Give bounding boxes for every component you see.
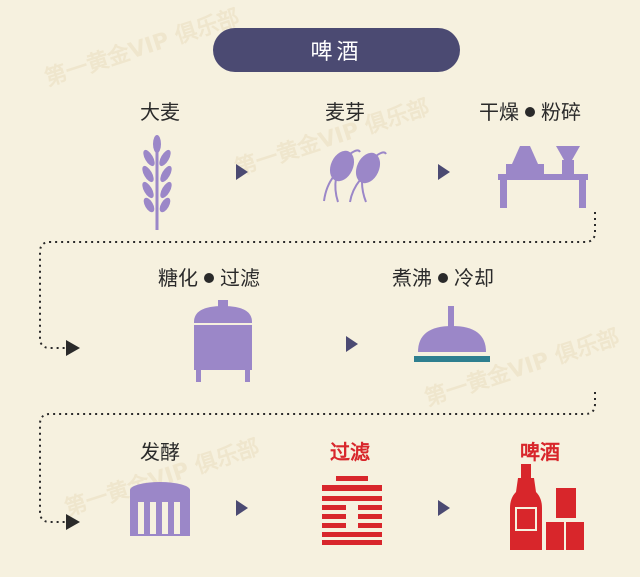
step-label-beer: 啤酒	[520, 440, 560, 464]
flow-arrow-icon	[236, 500, 248, 516]
step-label-malt: 麦芽	[325, 100, 365, 124]
dryer-mill-icon	[498, 146, 588, 208]
step-label-saccharify: 糖化	[158, 266, 198, 290]
step-label-dry-mill: 干燥 粉碎	[479, 96, 581, 125]
page-title: 啤酒	[213, 28, 460, 72]
flow-arrow-icon	[438, 500, 450, 516]
fermenter-icon	[130, 482, 190, 536]
step-label-boil-cool: 煮沸 冷却	[392, 262, 494, 291]
separator-dot-icon	[204, 272, 214, 283]
step-label-ferment: 发酵	[140, 440, 180, 464]
step-label-sacch-filter: 糖化 过滤	[158, 262, 260, 291]
sprout-icon	[323, 149, 387, 203]
flow-arrow-icon	[438, 164, 450, 180]
step-label-dry: 干燥	[479, 100, 519, 124]
step-label-filter: 过滤	[220, 266, 260, 290]
filter-stack-icon	[322, 476, 382, 545]
step-label-boil: 煮沸	[392, 266, 432, 290]
flow-arrow-icon	[346, 336, 358, 352]
step-label-cool: 冷却	[454, 266, 494, 290]
beer-bottles-icon	[510, 464, 584, 550]
separator-dot-icon	[525, 106, 535, 117]
flow-arrow-icon	[236, 164, 248, 180]
separator-dot-icon	[438, 272, 448, 283]
step-label-barley: 大麦	[140, 100, 180, 124]
step-label-mill: 粉碎	[541, 100, 581, 124]
boil-kettle-icon	[414, 306, 490, 362]
mash-tank-icon	[194, 300, 252, 382]
step-label-filter-final: 过滤	[330, 440, 370, 464]
wheat-icon	[142, 135, 172, 230]
